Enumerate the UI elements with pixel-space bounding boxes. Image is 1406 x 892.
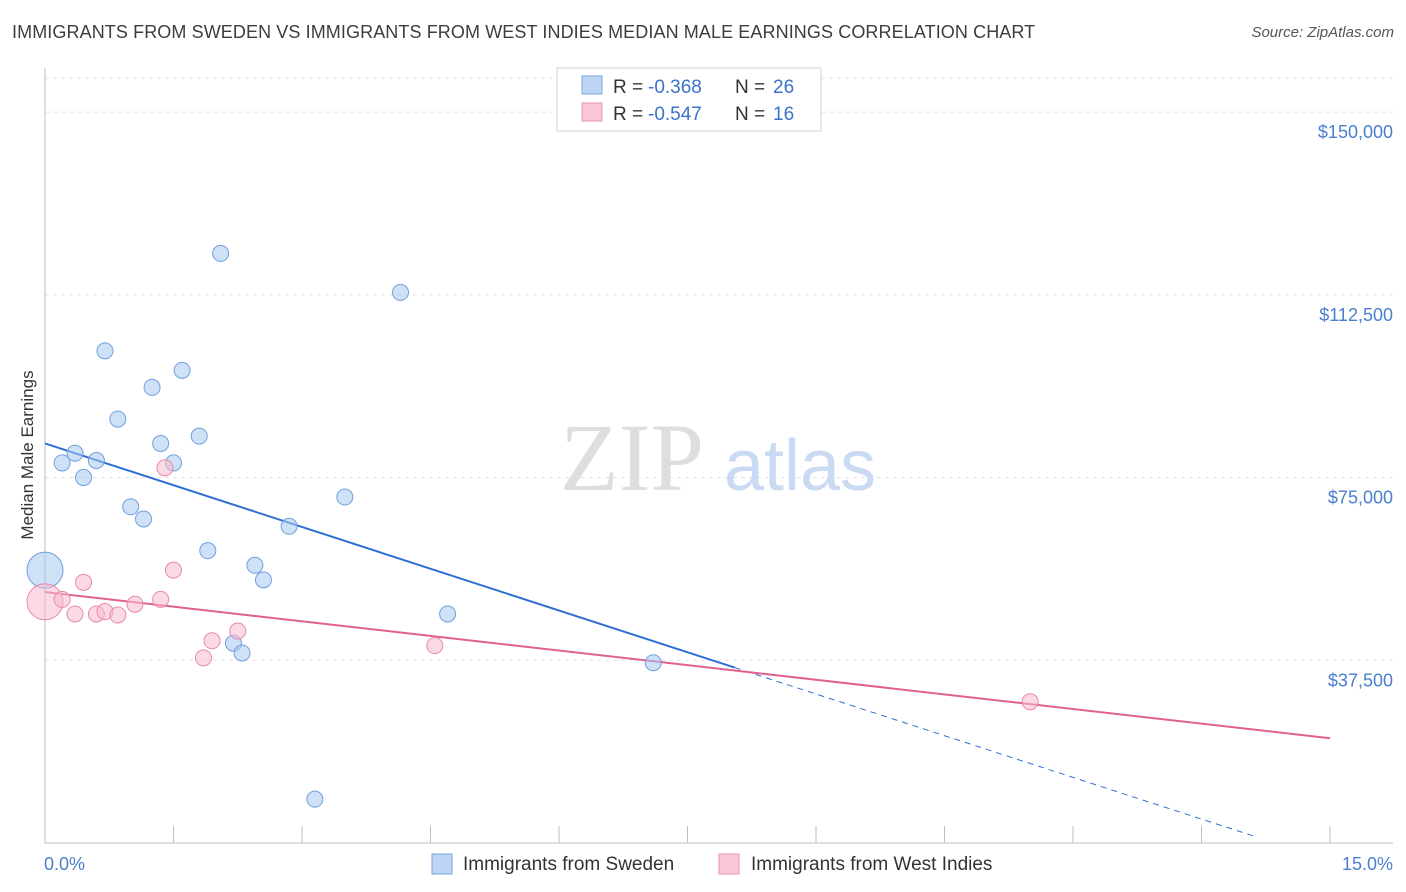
point-sweden-8 — [135, 510, 153, 528]
point-west-indies-6 — [109, 606, 127, 624]
point-west-indies-12 — [203, 632, 221, 650]
point-west-indies-2 — [66, 605, 84, 623]
point-sweden-1 — [53, 454, 71, 472]
point-west-indies-7 — [126, 595, 144, 613]
point-west-indies-3 — [75, 573, 93, 591]
axes — [44, 68, 1393, 844]
y-tick-labels: $150,000 $112,500 $75,000 $37,500 — [1318, 122, 1393, 690]
trend-line-sweden — [44, 442, 735, 669]
chart-source: Source: ZipAtlas.com — [1251, 24, 1394, 41]
data-points — [26, 244, 1039, 808]
y-tick-label-2: $75,000 — [1328, 488, 1393, 508]
y-axis-label: Median Male Earnings — [18, 370, 37, 539]
point-sweden-3 — [75, 469, 93, 487]
x-tick-label-1: 15.0% — [1342, 854, 1393, 874]
point-sweden-21 — [306, 790, 324, 808]
y-tick-label-3: $37,500 — [1328, 670, 1393, 690]
legend-swatch-sweden — [581, 75, 603, 95]
bottom-legend-label-west-indies: Immigrants from West Indies — [751, 854, 992, 875]
watermark-zip: ZIP — [560, 404, 704, 511]
point-sweden-22 — [336, 488, 354, 506]
trend-line-west-indies — [44, 591, 1331, 740]
point-sweden-18 — [246, 556, 264, 574]
point-sweden-12 — [173, 361, 191, 379]
stats-r-value-1: -0.368 — [648, 77, 702, 98]
point-sweden-24 — [439, 605, 457, 623]
point-sweden-25 — [644, 654, 662, 672]
point-west-indies-8 — [152, 590, 170, 608]
gridlines — [45, 77, 1395, 661]
trend-line-sweden-extension — [734, 667, 1258, 838]
point-sweden-13 — [190, 427, 208, 445]
x-tick-labels: 0.0% 15.0% — [44, 854, 1393, 874]
bottom-legend-swatch-sweden — [431, 853, 453, 875]
point-west-indies-1 — [53, 590, 71, 608]
watermark-atlas: atlas — [724, 426, 876, 506]
point-west-indies-10 — [156, 459, 174, 477]
watermark: ZIP atlas — [560, 404, 876, 511]
trend-lines — [44, 442, 1331, 838]
point-west-indies-11 — [194, 649, 212, 667]
stats-n-label-2: N = — [735, 104, 765, 125]
stats-r-value-2: -0.547 — [648, 104, 702, 125]
point-west-indies-15 — [1021, 693, 1039, 711]
stats-r-label-1: R = — [613, 77, 643, 98]
point-sweden-4 — [87, 452, 105, 469]
y-tick-label-0: $150,000 — [1318, 122, 1393, 142]
point-west-indies-14 — [426, 637, 444, 655]
point-west-indies-13 — [229, 622, 247, 640]
stats-legend: R = -0.368 N = 26 R = -0.547 N = 16 — [556, 67, 822, 132]
bottom-legend-label-sweden: Immigrants from Sweden — [463, 854, 674, 875]
stats-n-label-1: N = — [735, 77, 765, 98]
point-sweden-5 — [96, 342, 114, 360]
point-sweden-20 — [280, 517, 298, 535]
point-sweden-14 — [199, 542, 217, 560]
point-sweden-10 — [152, 434, 170, 452]
point-sweden-0 — [26, 551, 64, 589]
series-legend: Immigrants from Sweden Immigrants from W… — [431, 853, 992, 875]
point-sweden-9 — [143, 378, 161, 396]
point-sweden-15 — [212, 244, 230, 262]
x-tick-label-0: 0.0% — [44, 854, 85, 874]
stats-n-value-2: 16 — [773, 104, 794, 125]
stats-r-label-2: R = — [613, 104, 643, 125]
stats-n-value-1: 26 — [773, 77, 794, 98]
point-sweden-2 — [66, 444, 84, 462]
bottom-legend-swatch-west-indies — [718, 853, 740, 875]
y-tick-label-1: $112,500 — [1319, 305, 1393, 325]
chart-title: IMMIGRANTS FROM SWEDEN VS IMMIGRANTS FRO… — [12, 22, 1036, 42]
point-sweden-19 — [254, 571, 272, 589]
point-sweden-23 — [392, 283, 410, 301]
point-sweden-6 — [109, 410, 127, 428]
point-west-indies-9 — [165, 561, 182, 579]
point-sweden-7 — [122, 498, 140, 516]
legend-swatch-west-indies — [581, 102, 603, 122]
point-sweden-17 — [233, 644, 251, 662]
